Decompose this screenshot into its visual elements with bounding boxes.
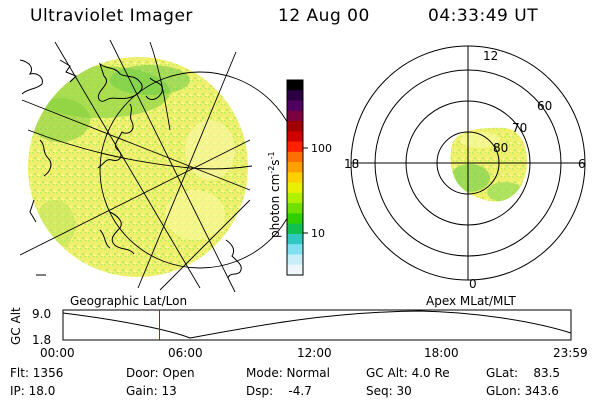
geographic-caption: Geographic Lat/Lon xyxy=(70,294,187,308)
coastline-greenland xyxy=(97,62,143,102)
colorbar-cell xyxy=(287,110,303,122)
status-glat: GLat: 83.5 xyxy=(486,366,561,380)
colorbar-cell xyxy=(287,182,303,194)
colorbar-cell xyxy=(287,131,303,143)
altitude-curve xyxy=(62,310,572,339)
mlt-label-0: 0 xyxy=(469,277,477,291)
colorbar-label-100: 100 xyxy=(311,142,332,155)
mlt-label-18: 18 xyxy=(344,157,359,171)
alt-xtick-2359: 23:59 xyxy=(553,346,588,360)
colorbar-cell xyxy=(287,80,303,91)
coastline-southeast xyxy=(225,239,242,279)
colorbar-cell xyxy=(287,264,303,276)
altitude-frame xyxy=(62,309,572,341)
status-gain: Gain: 13 xyxy=(126,384,177,398)
apex-caption: Apex MLat/MLT xyxy=(426,294,516,308)
coastline-outlines xyxy=(19,59,242,279)
status-ip: IP: 18.0 xyxy=(10,384,56,398)
status-flight: Flt: 1356 xyxy=(10,366,64,380)
time-label: 04:33:49 UT xyxy=(428,6,539,26)
polar-grid xyxy=(350,45,586,281)
colorbar-label-10: 10 xyxy=(311,227,325,240)
mlat-label-60: 60 xyxy=(537,99,552,113)
coastline-northwest xyxy=(19,59,43,95)
colorbar-cell xyxy=(287,121,303,132)
colorbar-cell xyxy=(287,162,303,173)
colorbar-frame xyxy=(286,79,304,276)
alt-ylabel: GC Alt xyxy=(9,307,23,345)
colorbar-cell xyxy=(287,141,303,153)
alt-ytick-1-8: 1.8 xyxy=(32,333,51,347)
alt-xtick-0000: 00:00 xyxy=(40,346,75,360)
colorbar-cell xyxy=(287,254,303,266)
colorbar-cell xyxy=(287,172,303,184)
lat-lon-grid xyxy=(19,39,301,293)
mlt-label-6: 6 xyxy=(578,157,586,171)
colorbar-cell xyxy=(287,90,303,102)
alt-xtick-0600: 06:00 xyxy=(168,346,203,360)
colorbar-cell xyxy=(287,233,303,245)
colorbar-cell xyxy=(287,192,303,204)
alt-xtick-1200: 12:00 xyxy=(297,346,332,360)
coastline-europe xyxy=(97,103,134,169)
colorbar-gradient xyxy=(287,80,303,276)
colorbar-cell xyxy=(287,213,303,225)
colorbar-cell xyxy=(287,223,303,235)
colorbar: 100 10 photon cm-2s-1 xyxy=(267,79,332,276)
date-label: 12 Aug 00 xyxy=(278,6,370,26)
colorbar-cell xyxy=(287,203,303,215)
status-seq: Seq: 30 xyxy=(366,384,412,398)
coastline-south xyxy=(109,211,135,255)
status-dsp: Dsp: -4.7 xyxy=(246,384,312,398)
altitude-plot: 9.0 1.8 GC Alt 00:00 06:00 12:00 18:00 2… xyxy=(9,307,588,360)
status-glon: GLon: 343.6 xyxy=(486,384,559,398)
alt-xtick-1800: 18:00 xyxy=(424,346,459,360)
status-door: Door: Open xyxy=(126,366,195,380)
colorbar-cell xyxy=(287,100,303,112)
alt-ytick-9: 9.0 xyxy=(32,307,51,321)
colorbar-cell xyxy=(287,244,303,256)
geographic-panel xyxy=(19,39,301,293)
instrument-title: Ultraviolet Imager xyxy=(30,6,193,26)
polar-panel: 12 18 6 0 60 70 80 xyxy=(344,45,586,291)
mlt-label-12: 12 xyxy=(483,49,498,63)
mlat-label-70: 70 xyxy=(512,121,527,135)
status-gc-alt: GC Alt: 4.0 Re xyxy=(366,366,450,380)
mlat-label-80: 80 xyxy=(493,141,508,155)
colorbar-unit-label: photon cm-2s-1 xyxy=(267,151,282,238)
status-mode: Mode: Normal xyxy=(246,366,330,380)
colorbar-cell xyxy=(287,151,303,163)
